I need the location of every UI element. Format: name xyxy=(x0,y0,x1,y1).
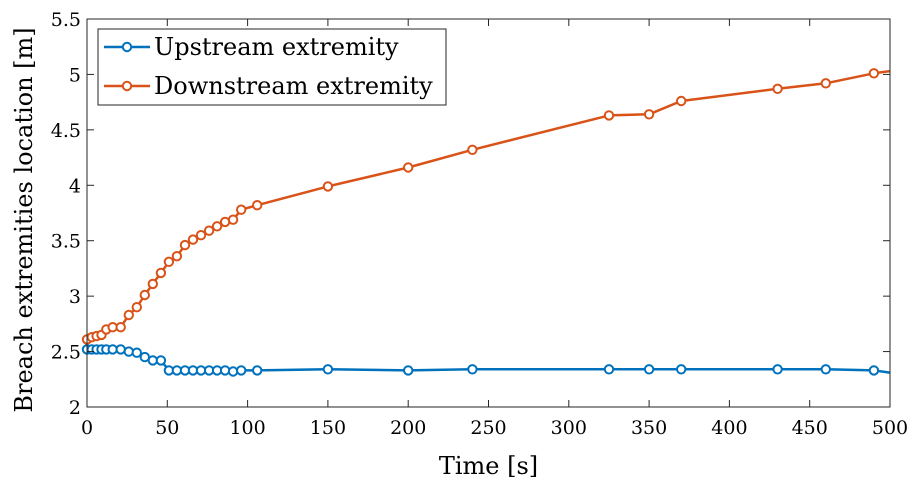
data-point xyxy=(820,364,831,375)
data-point xyxy=(195,230,207,241)
data-point xyxy=(603,110,615,121)
data-point xyxy=(322,364,334,375)
x-tick-label: 200 xyxy=(390,417,426,439)
y-tick-label: 5 xyxy=(69,64,81,86)
y-tick-label: 4.5 xyxy=(51,120,81,142)
data-point xyxy=(227,366,239,377)
x-tick-label: 0 xyxy=(81,417,93,439)
data-point xyxy=(211,221,223,232)
data-point xyxy=(131,302,143,313)
x-tick-label: 500 xyxy=(872,417,908,439)
x-tick-label: 150 xyxy=(310,417,346,439)
legend-entry-upstream: Upstream extremity xyxy=(104,33,399,61)
data-point xyxy=(155,355,167,366)
data-point xyxy=(403,365,414,376)
data-point xyxy=(643,109,655,120)
data-point xyxy=(676,364,687,375)
y-tick-label: 2.5 xyxy=(51,342,81,364)
data-point xyxy=(868,365,880,376)
legend-marker-upstream xyxy=(121,41,133,53)
legend-label-upstream: Upstream extremity xyxy=(154,33,399,61)
data-point xyxy=(131,347,143,358)
data-point xyxy=(203,225,215,236)
legend-box xyxy=(97,28,447,106)
series-upstream xyxy=(81,344,891,377)
x-tick-label: 450 xyxy=(792,417,828,439)
data-point xyxy=(179,239,191,251)
data-point xyxy=(187,234,199,245)
data-point xyxy=(603,364,615,375)
data-point xyxy=(467,364,478,375)
data-point xyxy=(403,162,414,173)
y-tick-label: 3.5 xyxy=(51,231,81,253)
x-tick-label: 100 xyxy=(229,417,265,439)
series-downstream xyxy=(81,68,891,345)
data-point xyxy=(236,204,247,215)
legend: Upstream extremity Downstream extremity xyxy=(97,28,447,106)
data-point xyxy=(772,83,783,95)
legend-label-downstream: Downstream extremity xyxy=(154,72,433,100)
data-point xyxy=(868,68,880,79)
y-tick-label: 5.5 xyxy=(51,9,81,31)
data-point xyxy=(115,322,126,333)
x-tick-label: 250 xyxy=(470,417,506,439)
y-tick-label: 3 xyxy=(69,286,81,308)
x-tick-label: 400 xyxy=(711,417,747,439)
data-point xyxy=(252,365,263,376)
data-point xyxy=(115,344,126,355)
data-point xyxy=(236,365,247,376)
data-point xyxy=(322,181,334,192)
data-point xyxy=(643,364,655,375)
data-point xyxy=(676,95,687,107)
data-point xyxy=(467,144,478,156)
data-point xyxy=(252,200,263,211)
data-point xyxy=(820,78,831,89)
y-axis-label: Breach extremities location [m] xyxy=(10,27,38,412)
series-line xyxy=(86,69,891,341)
y-tick-label: 2 xyxy=(69,397,81,419)
data-point xyxy=(155,267,167,279)
x-axis-label: Time [s] xyxy=(439,452,538,479)
data-point xyxy=(147,278,159,290)
x-tick-label: 300 xyxy=(551,417,587,439)
data-point xyxy=(227,214,239,225)
y-axis-ticks: 2 2.5 3 3.5 4 4.5 5 5.5 xyxy=(51,9,890,419)
data-point xyxy=(772,364,783,375)
plot-area xyxy=(81,68,891,377)
x-tick-label: 350 xyxy=(631,417,667,439)
data-point xyxy=(139,289,151,301)
data-point xyxy=(163,256,175,267)
data-point xyxy=(123,309,135,321)
legend-entry-downstream: Downstream extremity xyxy=(104,72,433,100)
legend-marker-downstream xyxy=(121,80,133,92)
data-point xyxy=(171,251,183,262)
x-axis-ticks: 0 50 100 150 200 250 300 350 400 450 500 xyxy=(81,19,908,439)
y-tick-label: 4 xyxy=(69,175,81,197)
x-tick-label: 50 xyxy=(155,417,179,439)
